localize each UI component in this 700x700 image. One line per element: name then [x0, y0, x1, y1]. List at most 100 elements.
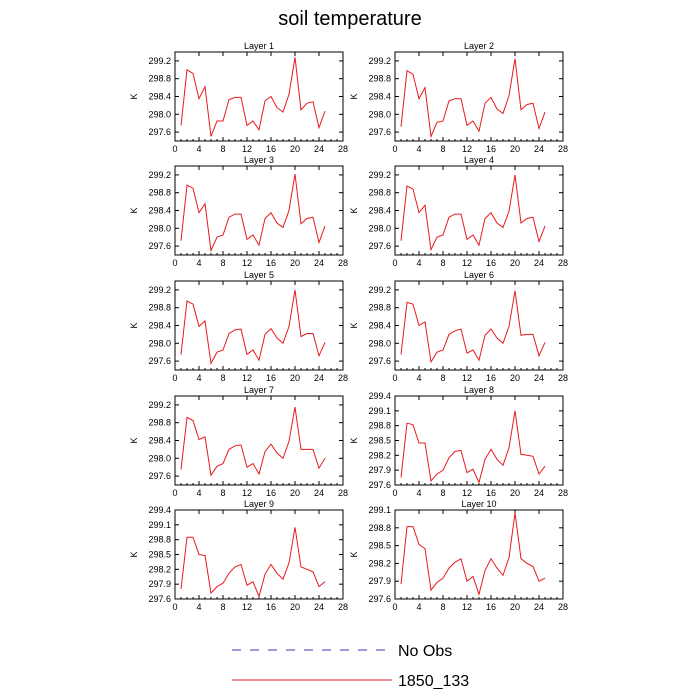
y-tick-label: 298.8 — [368, 303, 391, 313]
x-tick-label: 8 — [440, 602, 445, 612]
y-tick-label: 298.4 — [148, 321, 171, 331]
x-tick-label: 24 — [534, 373, 544, 383]
y-tick-label: 298.4 — [148, 436, 171, 446]
chart-title: soil temperature — [278, 8, 422, 30]
x-tick-label: 24 — [314, 602, 324, 612]
x-tick-label: 8 — [440, 373, 445, 383]
y-axis-label: K — [349, 437, 359, 443]
y-tick-label: 298.0 — [148, 109, 171, 119]
x-tick-label: 16 — [266, 488, 276, 498]
y-tick-label: 298.0 — [148, 338, 171, 348]
x-tick-label: 12 — [462, 258, 472, 268]
y-tick-label: 299.2 — [368, 170, 391, 180]
x-tick-label: 28 — [338, 258, 348, 268]
y-tick-label: 298.8 — [368, 188, 391, 198]
x-tick-label: 4 — [196, 602, 201, 612]
x-tick-label: 24 — [314, 373, 324, 383]
panel-5: Layer 5 K 0 4 8 12 16 20 24 28 297.6 298.0 298.4 298.… — [129, 270, 348, 383]
x-tick-label: 0 — [172, 373, 177, 383]
series-line-1850-133 — [400, 58, 546, 139]
y-tick-label: 298.0 — [368, 338, 391, 348]
y-tick-label: 297.9 — [368, 465, 391, 475]
x-tick-label: 4 — [196, 144, 201, 154]
y-tick-label: 298.8 — [368, 421, 391, 431]
x-tick-label: 0 — [392, 602, 397, 612]
x-tick-label: 12 — [242, 373, 252, 383]
y-tick-label: 298.4 — [368, 206, 391, 216]
x-tick-label: 12 — [242, 602, 252, 612]
panel-title: Layer 9 — [244, 499, 274, 509]
x-tick-label: 20 — [510, 488, 520, 498]
x-tick-label: 12 — [242, 488, 252, 498]
y-axis-label: K — [349, 322, 359, 328]
legend-label-2: 1850_133 — [398, 673, 469, 690]
y-tick-label: 298.5 — [368, 436, 391, 446]
y-tick-label: 298.8 — [368, 523, 391, 533]
panel-title: Layer 7 — [244, 385, 274, 395]
x-tick-label: 24 — [314, 488, 324, 498]
x-tick-label: 16 — [486, 144, 496, 154]
x-tick-label: 20 — [290, 144, 300, 154]
y-tick-label: 298.5 — [148, 550, 171, 560]
y-axis-label: K — [129, 551, 139, 557]
x-tick-label: 16 — [486, 373, 496, 383]
x-tick-label: 16 — [486, 488, 496, 498]
y-tick-label: 297.6 — [148, 127, 171, 137]
panel-title: Layer 3 — [244, 155, 274, 165]
y-axis-label: K — [349, 93, 359, 99]
panel-title: Layer 2 — [464, 41, 494, 51]
panel-3: Layer 3 K 0 4 8 12 16 20 24 28 297.6 298.0 298.4 298.… — [129, 155, 348, 268]
y-tick-label: 298.4 — [368, 92, 391, 102]
x-tick-label: 8 — [440, 258, 445, 268]
y-tick-label: 297.6 — [368, 127, 391, 137]
x-tick-label: 20 — [510, 258, 520, 268]
x-tick-label: 24 — [314, 258, 324, 268]
y-tick-label: 298.8 — [148, 535, 171, 545]
y-tick-label: 298.2 — [148, 564, 171, 574]
panel-9: Layer 9 K 0 4 8 12 16 20 24 28 297.6 297.9 298.2 298.… — [129, 499, 348, 612]
x-tick-label: 28 — [558, 144, 568, 154]
x-tick-label: 28 — [558, 488, 568, 498]
x-tick-label: 24 — [314, 144, 324, 154]
y-tick-label: 298.8 — [148, 418, 171, 428]
x-tick-label: 0 — [392, 258, 397, 268]
series-line-1850-133 — [400, 290, 546, 364]
x-tick-label: 24 — [534, 602, 544, 612]
series-line-1850-133 — [180, 527, 326, 599]
y-tick-label: 297.6 — [368, 480, 391, 490]
x-tick-label: 4 — [416, 488, 421, 498]
x-tick-label: 16 — [266, 602, 276, 612]
x-tick-label: 20 — [290, 488, 300, 498]
x-tick-label: 8 — [220, 144, 225, 154]
x-tick-label: 0 — [172, 488, 177, 498]
x-tick-label: 8 — [220, 258, 225, 268]
series-line-1850-133 — [400, 512, 546, 597]
x-tick-label: 28 — [338, 373, 348, 383]
series-line-1850-133 — [400, 174, 546, 252]
panel-2: Layer 2 K 0 4 8 12 16 20 24 28 297.6 298.0 298.4 298.… — [349, 41, 568, 154]
x-tick-label: 28 — [558, 373, 568, 383]
x-tick-label: 20 — [510, 602, 520, 612]
x-tick-label: 20 — [290, 373, 300, 383]
y-axis-label: K — [349, 551, 359, 557]
x-tick-label: 16 — [266, 258, 276, 268]
y-tick-label: 298.8 — [148, 303, 171, 313]
y-tick-label: 299.2 — [368, 56, 391, 66]
x-tick-label: 20 — [510, 373, 520, 383]
y-tick-label: 299.1 — [368, 505, 391, 515]
y-tick-label: 297.6 — [148, 241, 171, 251]
panel-10: Layer 10 K 0 4 8 12 16 20 24 28 297.6 297.9 298.2 298… — [349, 499, 568, 612]
y-tick-label: 298.8 — [368, 74, 391, 84]
x-tick-label: 28 — [338, 602, 348, 612]
series-line-1850-133 — [180, 407, 326, 477]
y-axis-label: K — [129, 437, 139, 443]
x-tick-label: 0 — [172, 602, 177, 612]
x-tick-label: 8 — [440, 488, 445, 498]
x-tick-label: 4 — [416, 373, 421, 383]
panel-title: Layer 4 — [464, 155, 494, 165]
x-tick-label: 12 — [242, 258, 252, 268]
x-tick-label: 4 — [196, 488, 201, 498]
y-tick-label: 299.4 — [148, 505, 171, 515]
